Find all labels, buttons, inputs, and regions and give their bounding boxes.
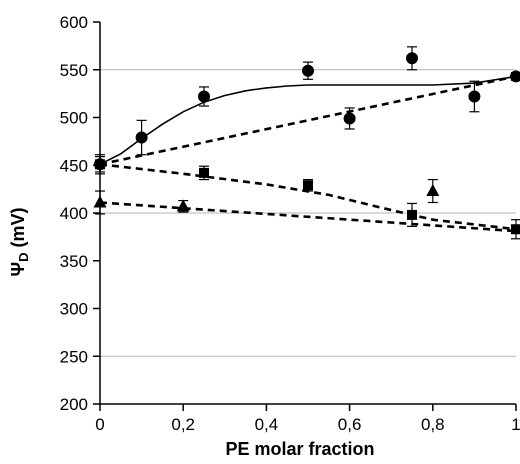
y-axis-title-subscript: D bbox=[16, 253, 31, 262]
x-tick-label: 0 bbox=[95, 415, 104, 434]
fit-line-dashed bbox=[99, 163, 517, 231]
x-tick-label: 0,4 bbox=[255, 415, 279, 434]
square-marker bbox=[199, 167, 209, 178]
y-axis-title: ΨD (mV) bbox=[8, 208, 31, 277]
data-markers bbox=[93, 52, 520, 235]
x-tick-label: 1 bbox=[511, 415, 520, 434]
circle-marker bbox=[302, 64, 314, 77]
y-axis-title-symbol: Ψ bbox=[8, 262, 28, 277]
x-tick-label: 0,8 bbox=[421, 415, 445, 434]
y-axis-title-unit: (mV) bbox=[8, 208, 28, 253]
fit-line-dashed bbox=[99, 75, 517, 166]
square-marker bbox=[407, 209, 417, 220]
circle-marker bbox=[468, 90, 481, 103]
y-tick-label: 600 bbox=[60, 13, 88, 32]
fit-line-solid bbox=[99, 75, 517, 166]
y-tick-label: 200 bbox=[60, 395, 88, 414]
triangle-marker bbox=[176, 199, 190, 212]
triangle-marker bbox=[93, 195, 107, 208]
y-tick-label: 550 bbox=[60, 61, 88, 80]
y-tick-label: 500 bbox=[60, 109, 88, 128]
y-tick-label: 350 bbox=[60, 252, 88, 271]
x-tick-label: 0,6 bbox=[338, 415, 362, 434]
square-marker bbox=[303, 180, 313, 191]
x-axis-title: PE molar fraction bbox=[225, 439, 374, 459]
y-tick-label: 400 bbox=[60, 204, 88, 223]
square-marker bbox=[511, 224, 520, 235]
y-tick-label: 300 bbox=[60, 300, 88, 319]
triangle-marker bbox=[426, 184, 440, 197]
fit-lines bbox=[99, 75, 517, 233]
x-tick-label: 0,2 bbox=[171, 415, 195, 434]
square-marker bbox=[95, 159, 105, 170]
y-tick-label: 250 bbox=[60, 347, 88, 366]
fit-line-dashed bbox=[99, 201, 517, 233]
circle-marker bbox=[406, 52, 418, 65]
circle-marker bbox=[198, 90, 210, 103]
circle-marker bbox=[135, 131, 148, 144]
grid-lines bbox=[100, 69, 516, 357]
tick-labels: 200 250 300 350 400 450 500 550 600 0 0,2 0,4 0,6 0,8… bbox=[60, 13, 520, 434]
circle-marker bbox=[343, 112, 356, 125]
circle-marker bbox=[510, 70, 520, 83]
y-tick-label: 450 bbox=[60, 156, 88, 175]
